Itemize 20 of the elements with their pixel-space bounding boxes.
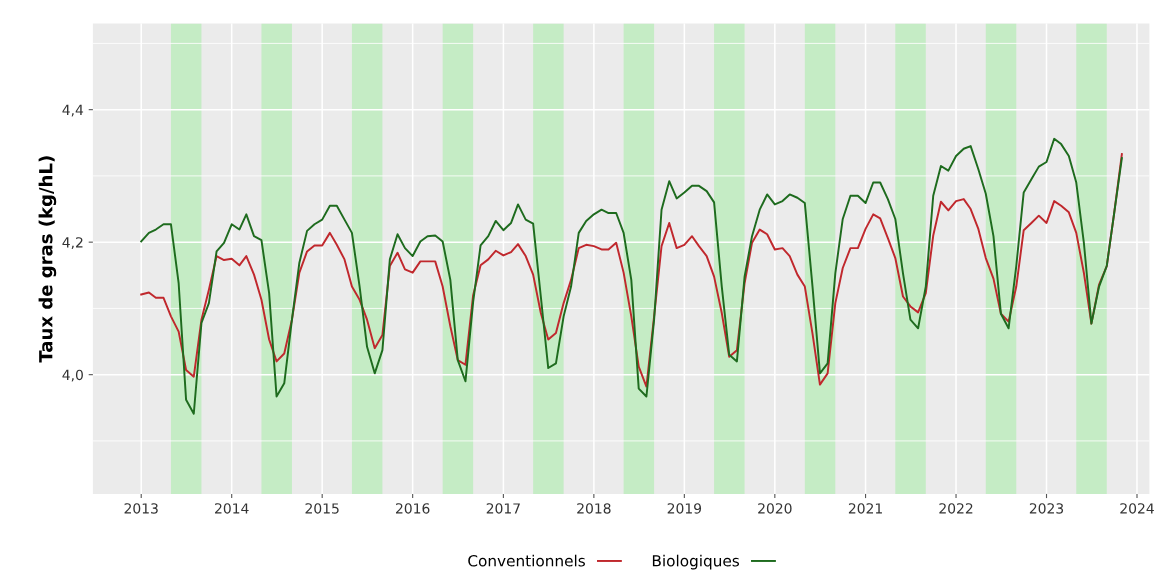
y-axis-title: Taux de gras (kg/hL) (38, 156, 57, 363)
x-tick-label: 2022 (939, 503, 973, 514)
x-tick-label: 2017 (486, 503, 520, 514)
x-tick-label: 2019 (667, 503, 702, 514)
y-tick-label: 4,2 (62, 237, 83, 250)
y-tick-label: 4,0 (62, 369, 83, 382)
x-tick-label: 2013 (124, 503, 158, 514)
x-tick-label: 2021 (848, 503, 882, 514)
x-tick-label: 2018 (577, 503, 611, 514)
x-tick-label: 2015 (305, 503, 339, 514)
legend-label: Conventionnels (468, 554, 585, 567)
x-tick-label: 2016 (396, 503, 430, 514)
x-tick-label: 2014 (215, 503, 249, 514)
line-series (140, 153, 1123, 388)
y-tick-label: 4,4 (62, 104, 84, 117)
line-series (140, 137, 1123, 415)
legend-label: Biologiques (652, 554, 740, 570)
x-tick-label: 2020 (758, 503, 792, 514)
x-tick-label: 2024 (1120, 503, 1154, 514)
x-tick-label: 2023 (1029, 503, 1064, 514)
